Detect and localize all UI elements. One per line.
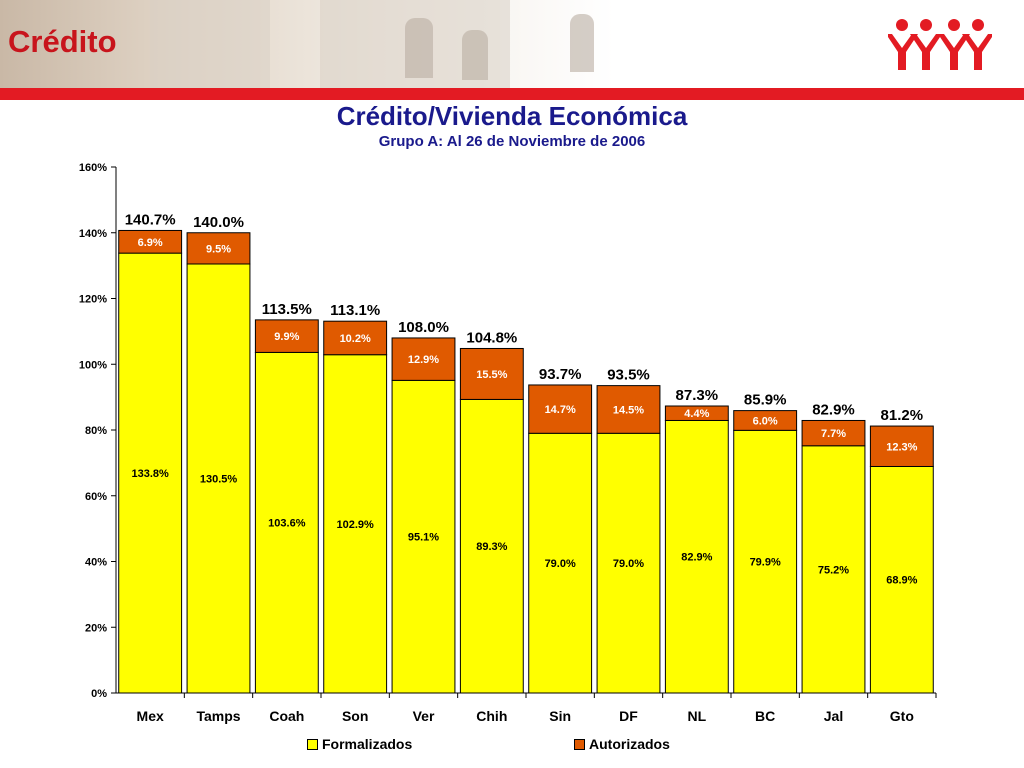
legend-swatch-formalizados bbox=[307, 738, 318, 750]
bar-formalizados bbox=[528, 432, 593, 694]
bar-autorizados bbox=[186, 232, 251, 265]
bar-formalizados bbox=[596, 432, 661, 694]
data-label-formalizados: 79.0% bbox=[613, 558, 644, 570]
header-background bbox=[0, 0, 1024, 88]
data-label-total: 87.3% bbox=[676, 387, 719, 404]
data-label-formalizados: 89.3% bbox=[476, 541, 507, 553]
chart-subtitle: Grupo A: Al 26 de Noviembre de 2006 bbox=[378, 133, 646, 150]
data-label-autorizados: 9.9% bbox=[274, 331, 299, 343]
bar-formalizados bbox=[459, 398, 524, 694]
data-label-formalizados: 102.9% bbox=[337, 519, 375, 531]
y-tick-label: 60% bbox=[85, 491, 107, 503]
y-tick-label: 40% bbox=[85, 557, 107, 569]
y-tick-label: 120% bbox=[79, 294, 107, 306]
chart-title: Crédito/Vivienda Económica bbox=[336, 101, 688, 131]
bar-autorizados bbox=[528, 384, 593, 434]
data-label-total: 113.1% bbox=[330, 302, 380, 319]
data-label-autorizados: 14.5% bbox=[613, 404, 644, 416]
bar-autorizados bbox=[118, 229, 183, 254]
x-tick-label: Mex bbox=[137, 708, 164, 724]
x-tick-label: Son bbox=[342, 708, 368, 724]
y-tick-label: 80% bbox=[85, 425, 107, 437]
data-label-total: 140.0% bbox=[193, 214, 244, 231]
data-label-formalizados: 130.5% bbox=[200, 473, 238, 485]
header-rule bbox=[0, 88, 1024, 100]
data-label-formalizados: 82.9% bbox=[681, 552, 712, 564]
data-label-total: 108.0% bbox=[398, 319, 449, 336]
house-photo-wall bbox=[150, 0, 270, 88]
y-tick-label: 0% bbox=[91, 688, 107, 700]
section-title: Crédito bbox=[8, 24, 117, 59]
x-tick-label: Sin bbox=[549, 708, 571, 724]
infonavit-logo: INFONAVIT bbox=[886, 18, 994, 88]
house-photo-window bbox=[570, 14, 594, 72]
x-tick-label: Jal bbox=[824, 708, 843, 724]
logo-mark-icon bbox=[886, 19, 994, 70]
data-label-autorizados: 6.0% bbox=[753, 415, 778, 427]
data-label-formalizados: 95.1% bbox=[408, 532, 439, 544]
bar-autorizados bbox=[664, 405, 729, 421]
y-tick-label: 20% bbox=[85, 622, 107, 634]
x-tick-label: DF bbox=[619, 708, 638, 724]
data-label-total: 93.7% bbox=[539, 366, 582, 383]
y-tick-label: 140% bbox=[79, 228, 107, 240]
legend-swatch-autorizados bbox=[574, 738, 585, 750]
data-label-total: 140.7% bbox=[125, 211, 176, 228]
data-label-autorizados: 7.7% bbox=[821, 428, 846, 440]
bar-autorizados bbox=[323, 320, 388, 356]
bar-formalizados bbox=[733, 429, 798, 694]
data-label-total: 85.9% bbox=[744, 392, 787, 409]
y-tick-label: 160% bbox=[79, 162, 107, 174]
data-label-autorizados: 9.5% bbox=[206, 243, 231, 255]
data-label-autorizados: 10.2% bbox=[340, 333, 371, 345]
bar-formalizados bbox=[118, 252, 183, 694]
data-label-total: 82.9% bbox=[812, 401, 855, 418]
logo-text: INFONAVIT bbox=[905, 72, 975, 86]
data-label-autorizados: 12.9% bbox=[408, 354, 439, 366]
legend-item-formalizados: Formalizados bbox=[307, 735, 412, 753]
legend-item-autorizados: Autorizados bbox=[574, 735, 670, 753]
data-label-total: 113.5% bbox=[262, 301, 312, 318]
x-tick-label: Ver bbox=[413, 708, 435, 724]
data-label-autorizados: 12.3% bbox=[886, 441, 917, 453]
y-tick-label: 100% bbox=[79, 359, 107, 371]
house-photo-window bbox=[405, 18, 433, 78]
bar-formalizados bbox=[391, 379, 456, 694]
x-tick-label: Coah bbox=[269, 708, 304, 724]
x-tick-label: BC bbox=[755, 708, 775, 724]
data-label-total: 93.5% bbox=[607, 367, 650, 384]
bar-formalizados bbox=[869, 465, 934, 694]
bar-formalizados bbox=[186, 263, 251, 694]
bar-autorizados bbox=[391, 337, 456, 381]
legend-label-autorizados: Autorizados bbox=[589, 736, 670, 752]
data-label-formalizados: 133.8% bbox=[132, 468, 170, 480]
data-label-autorizados: 14.7% bbox=[545, 404, 576, 416]
bar-autorizados bbox=[254, 319, 319, 353]
bar-formalizados bbox=[801, 445, 866, 694]
bar-formalizados bbox=[254, 351, 319, 694]
bar-formalizados bbox=[323, 354, 388, 694]
bar-autorizados bbox=[869, 425, 934, 467]
data-label-autorizados: 6.9% bbox=[138, 237, 163, 249]
data-label-formalizados: 103.6% bbox=[268, 518, 306, 530]
data-label-autorizados: 4.4% bbox=[684, 408, 709, 420]
data-label-formalizados: 79.9% bbox=[750, 557, 781, 569]
bar-autorizados bbox=[801, 419, 866, 447]
data-label-formalizados: 79.0% bbox=[545, 558, 576, 570]
house-photo-window bbox=[462, 30, 488, 80]
data-label-autorizados: 15.5% bbox=[476, 369, 507, 381]
data-label-total: 104.8% bbox=[466, 329, 517, 346]
x-tick-label: Gto bbox=[890, 708, 914, 724]
data-label-formalizados: 68.9% bbox=[886, 575, 917, 587]
bar-autorizados bbox=[459, 347, 524, 400]
x-tick-label: NL bbox=[687, 708, 706, 724]
x-tick-label: Chih bbox=[476, 708, 507, 724]
x-tick-label: Tamps bbox=[196, 708, 240, 724]
bar-autorizados bbox=[733, 410, 798, 431]
legend-label-formalizados: Formalizados bbox=[322, 736, 413, 752]
data-label-formalizados: 75.2% bbox=[818, 564, 849, 576]
data-label-total: 81.2% bbox=[881, 407, 924, 424]
bar-autorizados bbox=[596, 385, 661, 434]
